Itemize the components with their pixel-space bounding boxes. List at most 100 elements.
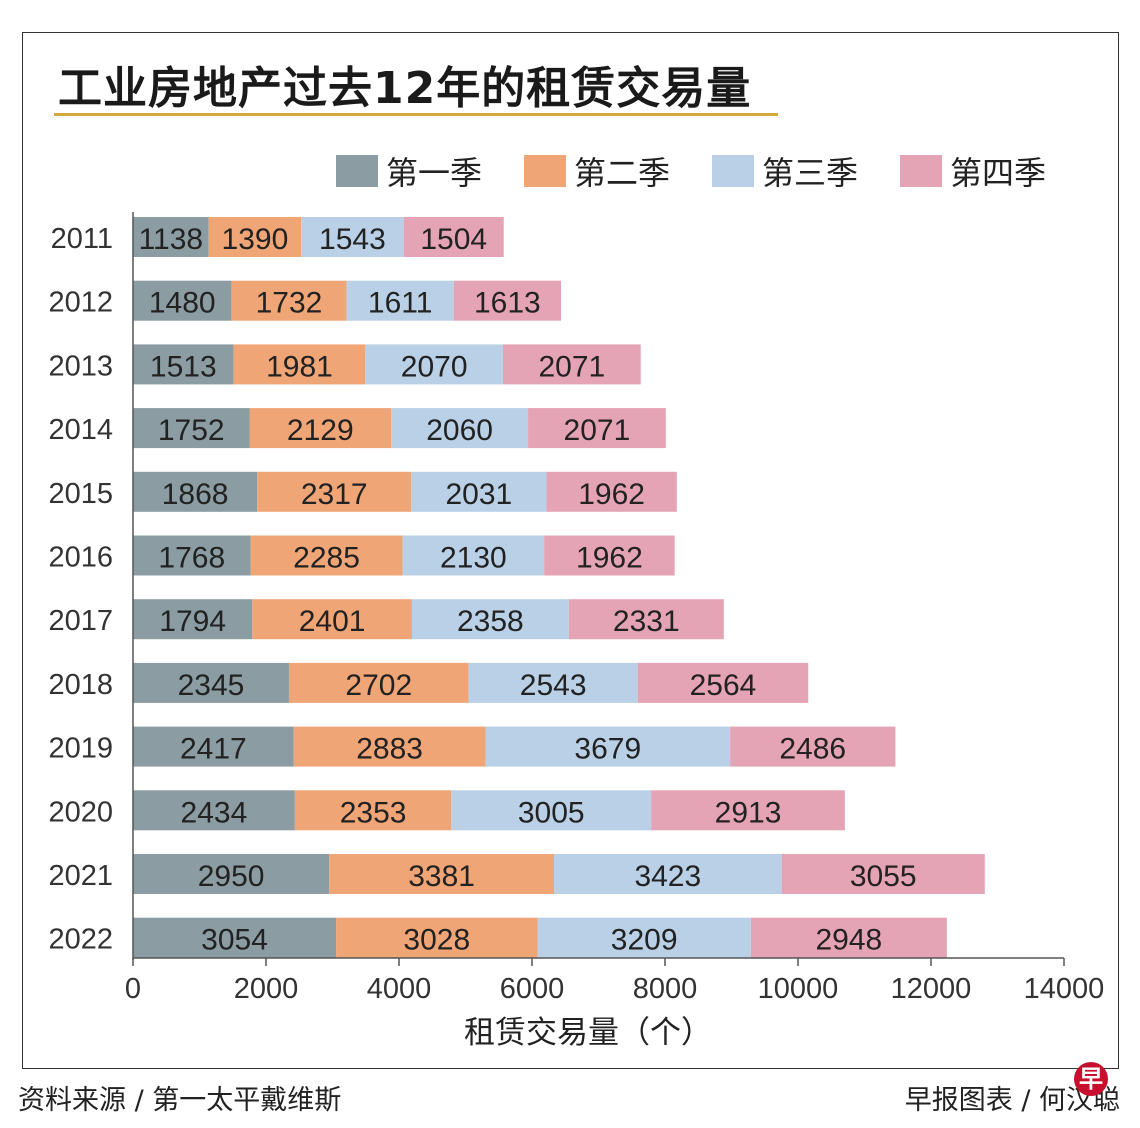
bar-segment [133,599,253,640]
data-label: 2358 [457,605,524,638]
bar-segment [468,662,638,703]
data-label: 3054 [201,924,268,957]
data-label: 1611 [368,287,433,320]
data-label: 1962 [576,542,643,575]
x-tick-label: 8000 [633,973,698,1005]
x-tick-label: 14000 [1024,973,1105,1005]
data-label: 1480 [149,287,216,320]
bar-segment [637,662,809,703]
bar-segment [528,408,666,449]
bar-segment [537,917,751,958]
bar-segment [231,280,347,321]
year-label: 2022 [48,924,113,956]
year-label: 2017 [48,605,113,637]
year-label: 2015 [48,478,113,510]
data-label: 1504 [420,223,487,256]
data-label: 1513 [150,350,217,383]
bar-segment [301,217,404,257]
data-label: 2071 [538,350,605,383]
data-label: 3423 [634,860,701,893]
bar-segment [257,471,412,512]
data-label: 2331 [613,605,680,638]
x-axis-title: 租赁交易量（个） [464,1015,712,1051]
bar-segment [252,599,412,640]
bar-segment [249,408,392,449]
data-label: 2564 [690,669,757,702]
legend-item: 第四季 [900,148,1046,194]
bar-segment [133,471,258,512]
legend: 第一季 第二季 第三季 第四季 [336,148,1046,194]
x-tick-label: 10000 [758,973,839,1005]
year-label: 2014 [48,414,113,446]
data-label: 3005 [518,796,585,829]
year-label: 2018 [48,669,113,701]
bar-segment [133,790,295,831]
chart-title: 工业房地产过去12年的租赁交易量 [58,63,752,114]
bar-segment [250,535,403,576]
bar-segment [451,790,652,831]
data-label: 1543 [319,223,386,256]
year-label: 2016 [48,542,113,574]
bar-segment [411,599,569,640]
bar-segment [546,471,677,512]
data-label: 2417 [180,733,247,766]
legend-swatch [900,155,943,187]
source-note: 资料来源 / 第一太平戴维斯 [18,1085,342,1116]
bar-segment [133,662,289,703]
bar-segment [294,790,452,831]
data-label: 2948 [815,924,882,957]
data-label: 2317 [301,478,368,511]
data-label: 2486 [779,733,846,766]
legend-item: 第二季 [524,148,670,194]
legend-label: 第一季 [386,154,483,192]
bar-segment [568,599,724,640]
zaobao-logo: 早 [1074,1062,1108,1096]
data-label: 2353 [340,796,407,829]
bar-segment [554,854,782,894]
data-label: 3381 [408,860,475,893]
data-label: 1732 [256,287,323,320]
legend-item: 第一季 [336,148,482,194]
data-label: 1768 [158,542,225,575]
data-label: 2129 [287,414,354,447]
bar-segment [133,408,250,449]
data-label: 2401 [299,605,366,638]
data-label: 3679 [574,733,641,766]
bar-segment [544,535,675,576]
data-label: 2070 [401,350,468,383]
x-tick-label: 0 [125,973,141,1005]
bar-segment [288,662,469,703]
data-label: 1390 [222,223,289,256]
x-tick-label: 6000 [500,973,565,1005]
data-label: 2913 [715,796,782,829]
x-tick-label: 4000 [367,973,432,1005]
legend-item: 第三季 [712,148,858,194]
bar-segment [329,854,555,894]
bar-segment [293,726,486,767]
legend-swatch [336,155,378,187]
chart-frame [22,32,1119,1069]
bar-segment [133,344,234,385]
bar-segment [750,917,947,958]
bar-segment [208,217,302,257]
bar-segment [346,280,454,321]
data-label: 1138 [139,223,204,256]
x-tick-label: 2000 [234,973,299,1005]
bar-segment [391,408,529,449]
data-label: 2702 [345,669,412,702]
data-label: 3055 [850,860,917,893]
bar-segment [503,344,641,385]
bar-segment [403,217,504,257]
data-label: 1613 [474,287,541,320]
data-label: 2345 [178,669,245,702]
bar-segment [133,280,232,321]
legend-swatch [712,155,755,187]
legend-swatch [524,155,567,187]
bar-segment [133,217,209,257]
bar-segment [133,854,330,894]
year-label: 2011 [51,223,113,255]
bar-segment [336,917,538,958]
bar-segment [781,854,985,894]
bar-segment [651,790,845,831]
